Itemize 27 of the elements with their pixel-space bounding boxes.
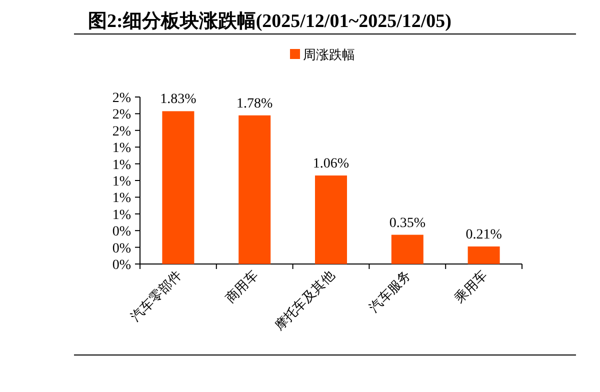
bar	[238, 115, 271, 264]
y-tick-label: 0%	[112, 241, 132, 256]
y-tick-label: 1%	[112, 191, 132, 206]
y-tick-label: 0%	[112, 258, 132, 273]
x-tick-label: 摩托车及其他	[271, 268, 338, 334]
bar	[468, 246, 500, 264]
y-tick-label: 2%	[112, 124, 132, 140]
x-tick-label: 乘用车	[452, 268, 490, 306]
y-tick-label: 2%	[112, 108, 132, 123]
bar	[315, 175, 347, 264]
y-tick-label: 1%	[112, 158, 132, 173]
y-tick-label: 1%	[112, 141, 132, 156]
legend-label: 周涨跌幅	[303, 47, 355, 62]
x-tick-label: 汽车服务	[366, 268, 414, 315]
bar	[391, 234, 424, 264]
data-label: 1.06%	[312, 156, 350, 172]
y-tick-label: 1%	[112, 208, 132, 223]
chart-title: 图2:细分板块涨跌幅(2025/12/01~2025/12/05)	[88, 10, 452, 32]
data-label: 1.78%	[236, 96, 274, 112]
y-tick-label: 1%	[112, 174, 132, 190]
data-label: 0.35%	[389, 216, 426, 231]
x-tick-label: 商用车	[222, 268, 261, 306]
data-label: 0.21%	[466, 227, 502, 242]
data-label: 1.83%	[160, 92, 197, 108]
y-tick-label: 2%	[112, 91, 132, 106]
y-tick-label: 0%	[112, 224, 132, 240]
bar	[162, 111, 194, 264]
